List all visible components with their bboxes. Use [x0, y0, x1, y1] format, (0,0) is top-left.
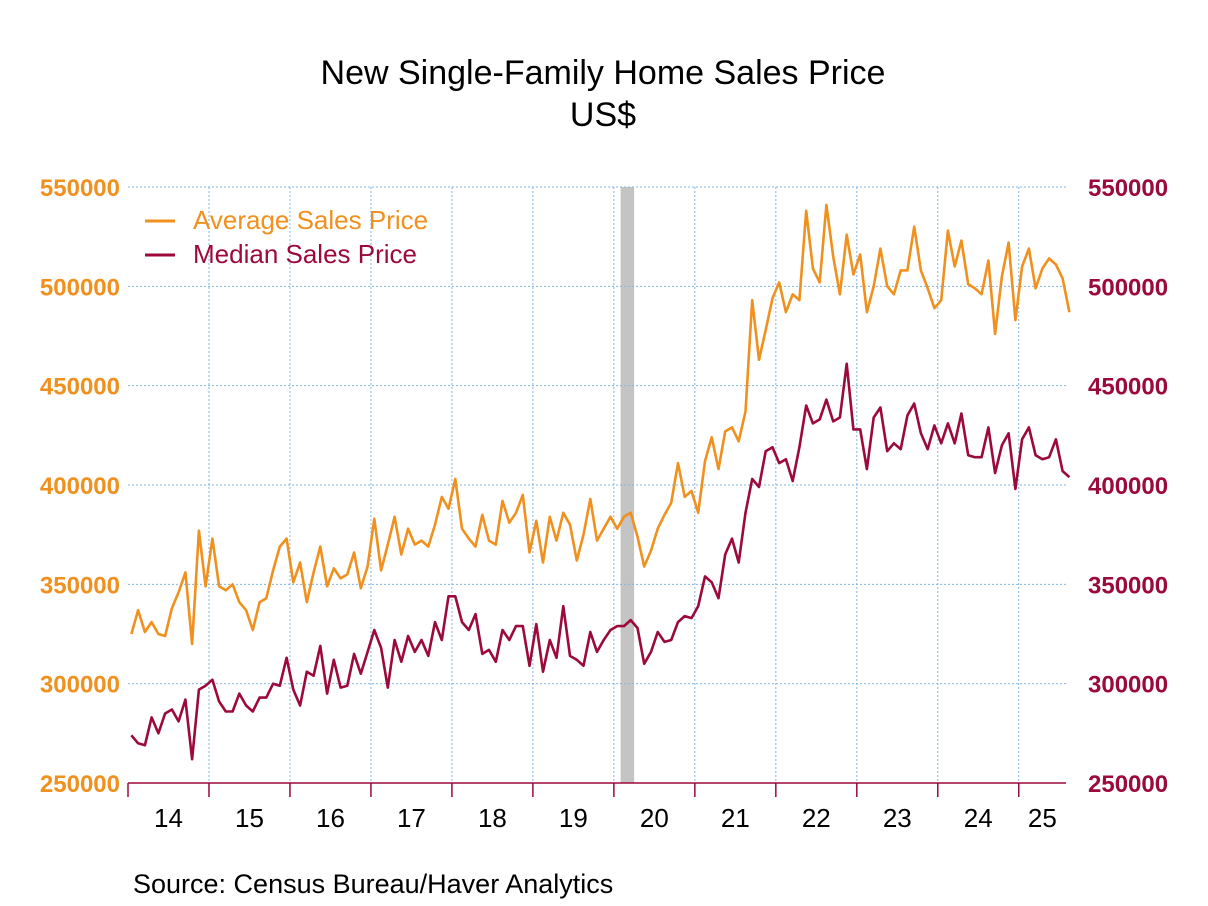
left-y-axis: 250000 300000 350000 400000 450000 500000 5500…	[40, 175, 120, 798]
x-tick-label: 15	[235, 803, 264, 833]
recession-shading-layer	[620, 187, 635, 783]
chart-subtitle: US$	[570, 96, 636, 134]
y-tick-label-right: 250000	[1088, 771, 1168, 798]
y-tick-label-right: 300000	[1088, 672, 1168, 699]
y-tick-label-right: 500000	[1088, 274, 1168, 301]
y-tick-label-left: 300000	[40, 672, 120, 699]
x-tick-label: 19	[559, 803, 588, 833]
series-line-median-sales-price	[130, 362, 1071, 761]
y-tick-label-left: 500000	[40, 274, 120, 301]
gridlines-layer	[128, 186, 1066, 783]
x-tick-label: 20	[640, 803, 669, 833]
chart-title: New Single-Family Home Sales Price	[321, 54, 886, 92]
series-layer	[130, 203, 1071, 761]
y-tick-label-right: 450000	[1088, 374, 1168, 401]
y-tick-label-left: 400000	[40, 473, 120, 500]
series-line-average-sales-price	[130, 203, 1071, 646]
x-tick-label: 17	[397, 803, 426, 833]
source-note: Source: Census Bureau/Haver Analytics	[133, 869, 613, 899]
x-tick-label: 25	[1028, 803, 1057, 833]
x-tick-label: 22	[802, 803, 831, 833]
x-tick-label: 21	[721, 803, 750, 833]
y-tick-label-left: 550000	[40, 175, 120, 202]
y-tick-label-left: 350000	[40, 572, 120, 599]
legend: Average Sales Price Median Sales Price	[145, 205, 428, 269]
right-y-axis: 250000 300000 350000 400000 450000 500000 5500…	[1088, 175, 1168, 798]
y-tick-label-left: 450000	[40, 374, 120, 401]
x-tick-label: 23	[883, 803, 912, 833]
x-tick-label: 24	[964, 803, 993, 833]
legend-label-average: Average Sales Price	[193, 205, 428, 235]
y-tick-label-right: 350000	[1088, 572, 1168, 599]
recession-band	[620, 187, 635, 783]
x-axis	[127, 782, 1066, 797]
y-tick-label-left: 250000	[40, 771, 120, 798]
x-tick-labels: 14 15 16 17 18 19 20 21 22 23 24 25	[154, 803, 1057, 833]
y-tick-label-right: 550000	[1088, 175, 1168, 202]
y-tick-label-right: 400000	[1088, 473, 1168, 500]
legend-label-median: Median Sales Price	[193, 239, 417, 269]
x-tick-label: 18	[478, 803, 507, 833]
x-tick-label: 16	[316, 803, 345, 833]
x-tick-label: 14	[154, 803, 183, 833]
